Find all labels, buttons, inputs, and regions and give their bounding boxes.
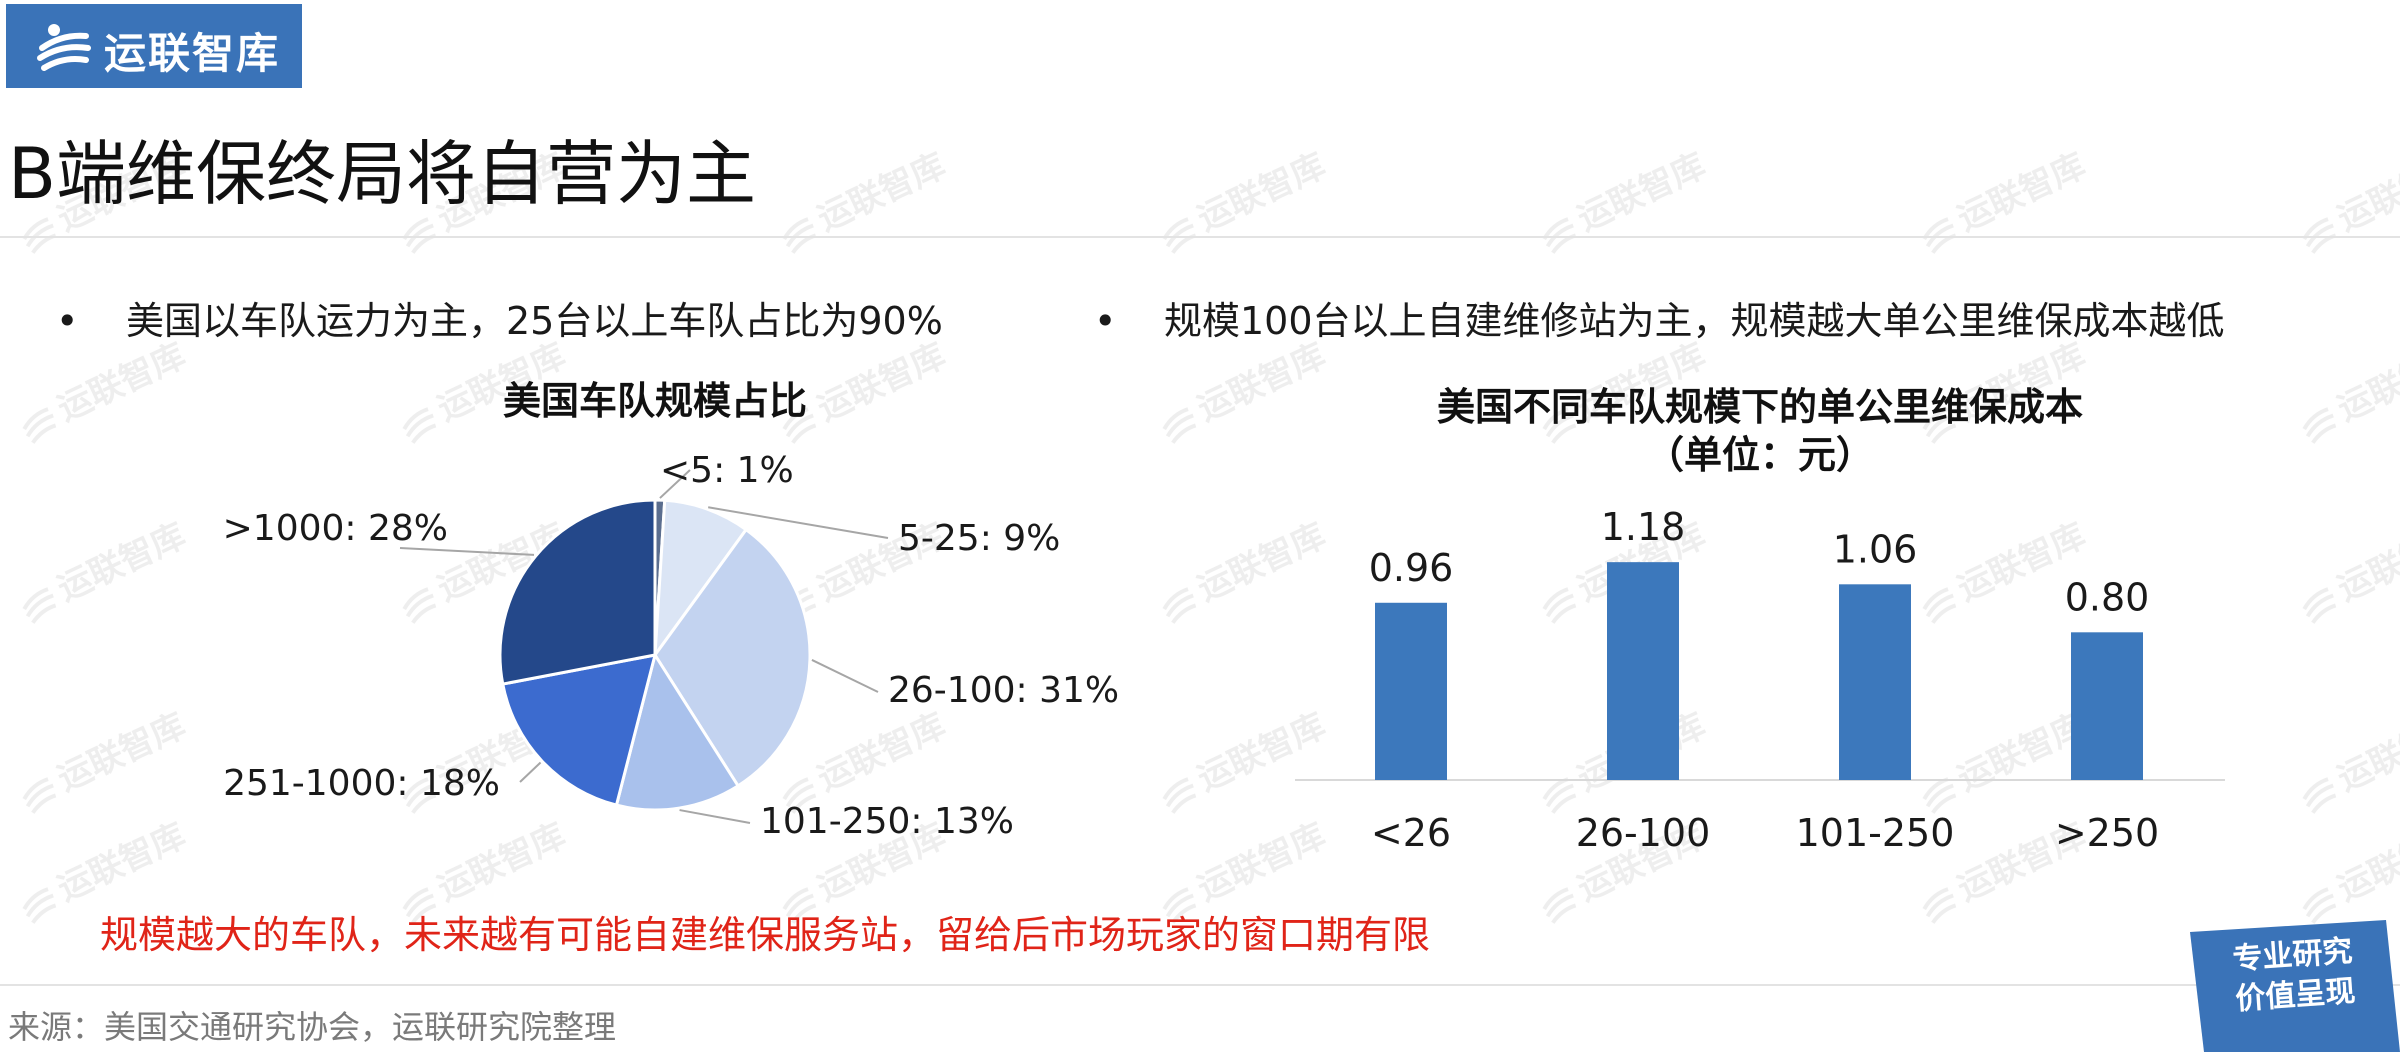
bar-value-label: 1.06 bbox=[1833, 527, 1918, 571]
pie-leader-line bbox=[399, 547, 535, 556]
pie-chart-title: 美国车队规模占比 bbox=[502, 379, 807, 423]
badge-text: 专业研究 价值呈现 bbox=[2201, 930, 2386, 1022]
right-bullet: • 规模100台以上自建维修站为主，规模越大单公里维保成本越低 bbox=[1094, 290, 2225, 345]
bar-101-250 bbox=[1839, 584, 1911, 780]
pie-slice-5-25 bbox=[653, 498, 749, 661]
bar-chart-title: 美国不同车队规模下的单公里维保成本 bbox=[1436, 385, 2083, 429]
pie-label-26-100: 26-100: 31% bbox=[888, 670, 1119, 711]
badge-shape bbox=[2190, 920, 2400, 1052]
pie-slice-101-250 bbox=[614, 651, 741, 812]
footer-divider bbox=[0, 984, 2400, 986]
watermark-icon: 运联智库 bbox=[22, 336, 192, 444]
bar-26-100 bbox=[1607, 562, 1679, 780]
watermark-icon: 运联智库 bbox=[1542, 146, 1712, 254]
watermark-icon: 运联智库 bbox=[1922, 146, 2092, 254]
watermark-icon: 运联智库 bbox=[2302, 146, 2400, 254]
pie-leader-line bbox=[679, 809, 751, 824]
pie-leader-line bbox=[708, 506, 889, 539]
bar-chart-subtitle: （单位：元） bbox=[1645, 433, 1874, 477]
page-title: B端维保终局将自营为主 bbox=[8, 133, 757, 215]
x-tick-label: >250 bbox=[2055, 811, 2159, 855]
svg-text:运联智库: 运联智库 bbox=[1192, 146, 1332, 240]
pie-label-101-250: 101-250: 13% bbox=[760, 801, 1014, 842]
watermark-icon: 运联智库 bbox=[782, 146, 952, 254]
title-divider bbox=[0, 236, 2400, 238]
pie-label-<5: <5: 1% bbox=[660, 450, 794, 491]
svg-text:运联智库: 运联智库 bbox=[812, 146, 952, 240]
conclusion-text: 规模越大的车队，未来越有可能自建维保服务站，留给后市场玩家的窗口期有限 bbox=[100, 913, 1431, 957]
watermark-icon: 运联智库 bbox=[1162, 146, 1332, 254]
right-bullet-text: 规模100台以上自建维修站为主，规模越大单公里维保成本越低 bbox=[1164, 299, 2225, 343]
pie-leader-line bbox=[659, 469, 691, 499]
brand-logo: 运联智库 bbox=[6, 4, 302, 88]
bar-value-label: 1.18 bbox=[1601, 505, 1686, 549]
pie-chart: <5: 1% 5-25: 9% 26-100: 31% 101-250: 13% 251… bbox=[223, 450, 1119, 842]
watermark-icon: 运联智库 bbox=[1162, 336, 1332, 444]
pie-leader-line bbox=[519, 761, 542, 783]
swirl-logo-icon bbox=[37, 24, 91, 71]
bullet-dot-icon: • bbox=[1094, 299, 1117, 343]
pie-slice->1000 bbox=[498, 498, 657, 686]
svg-text:运联智库: 运联智库 bbox=[2332, 146, 2400, 240]
left-bullet: • 美国以车队运力为主，25台以上车队占比为90% bbox=[56, 290, 943, 345]
left-bullet-text: 美国以车队运力为主，25台以上车队占比为90% bbox=[126, 299, 943, 343]
x-tick-label: 26-100 bbox=[1576, 811, 1711, 855]
bar-<26 bbox=[1375, 602, 1447, 780]
x-tick-label: 101-250 bbox=[1796, 811, 1955, 855]
pie-slice-26-100 bbox=[653, 527, 812, 788]
pie-slice-251-1000 bbox=[500, 653, 658, 807]
svg-text:运联智库: 运联智库 bbox=[1952, 146, 2092, 240]
source-note: 来源：美国交通研究协会，运联研究院整理 bbox=[8, 1008, 617, 1046]
pie-label->1000: >1000: 28% bbox=[223, 508, 448, 549]
svg-text:运联智库: 运联智库 bbox=[1572, 146, 1712, 240]
svg-text:运联智库: 运联智库 bbox=[2332, 336, 2400, 430]
bullet-dot-icon: • bbox=[56, 299, 79, 343]
pie-leader-line bbox=[811, 659, 879, 693]
bar-value-label: 0.80 bbox=[2065, 575, 2150, 619]
bar-value-label: 0.96 bbox=[1369, 546, 1454, 590]
x-tick-label: <26 bbox=[1371, 811, 1451, 855]
watermark-icon: 运联智库 bbox=[2302, 336, 2400, 444]
pie-label-251-1000: 251-1000: 18% bbox=[223, 763, 500, 804]
brand-name: 运联智库 bbox=[104, 29, 281, 78]
bar->250 bbox=[2071, 632, 2143, 780]
bar-chart: 0.96 <26 1.18 26-100 1.06 101-250 0.80 >250 bbox=[1295, 505, 2225, 855]
svg-text:运联智库: 运联智库 bbox=[1192, 336, 1332, 430]
svg-text:运联智库: 运联智库 bbox=[52, 336, 192, 430]
pie-label-5-25: 5-25: 9% bbox=[898, 518, 1060, 559]
